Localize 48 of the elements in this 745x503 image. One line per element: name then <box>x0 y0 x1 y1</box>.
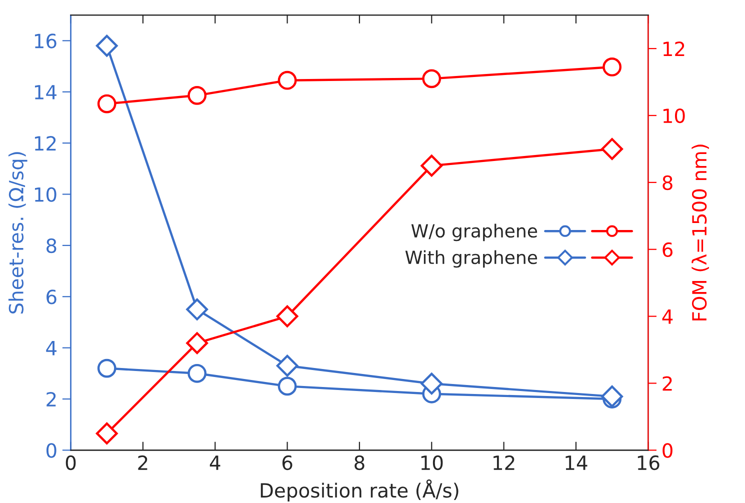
point <box>96 422 118 444</box>
y-tick-label: 2 <box>46 392 56 406</box>
y2-tick-label: 2 <box>662 376 672 391</box>
point <box>420 372 443 395</box>
x-tick-label: 16 <box>638 455 660 470</box>
x-tick-label: 4 <box>210 456 220 470</box>
point <box>420 154 443 177</box>
x-tick-label: 10 <box>421 455 443 470</box>
point <box>96 34 118 57</box>
y2-tick-label: 8 <box>662 175 672 190</box>
point <box>278 70 297 90</box>
point <box>186 298 208 320</box>
y-tick-label: 12 <box>34 136 56 150</box>
y-tick-label: 14 <box>34 85 56 100</box>
x-tick-label: 8 <box>354 455 364 470</box>
y-tick-label: 4 <box>46 341 56 356</box>
y-tick-label: 10 <box>34 187 56 202</box>
legend-label: W/o graphene <box>411 224 538 242</box>
x-tick-label: 2 <box>138 455 148 470</box>
y2-tick-label: 4 <box>662 310 673 324</box>
y2-tick-label: 12 <box>663 42 684 56</box>
x-tick-label: 14 <box>566 456 588 470</box>
y-tick-label: 0 <box>46 443 56 458</box>
y2-tick-label: 6 <box>662 242 672 258</box>
point <box>276 354 298 377</box>
x-tick-label: 12 <box>494 455 514 470</box>
point <box>186 332 208 354</box>
point <box>601 138 623 160</box>
point <box>278 376 297 396</box>
y-tick-label: 8 <box>46 238 56 254</box>
x-tick-label: 6 <box>282 455 292 470</box>
y-tick-label: 6 <box>46 290 56 304</box>
point <box>188 364 207 383</box>
point <box>97 358 116 378</box>
y-tick-label: 16 <box>34 34 56 48</box>
point <box>601 386 623 408</box>
y2-tick-label: 10 <box>663 108 685 124</box>
point <box>276 305 298 328</box>
point <box>602 58 622 76</box>
x-tick-label: 0 <box>66 455 76 470</box>
point <box>188 86 207 105</box>
y-axis-title: Sheet-res. (Ω/sq) <box>8 152 28 314</box>
point <box>97 94 116 114</box>
x-axis-title: Deposition rate (Å/s) <box>260 479 458 502</box>
y2-tick-label: 0 <box>662 443 672 458</box>
legend-label: With graphene <box>405 250 538 268</box>
y2-axis-title: FOM (λ=1500 nm) <box>692 144 709 320</box>
point <box>422 69 442 88</box>
